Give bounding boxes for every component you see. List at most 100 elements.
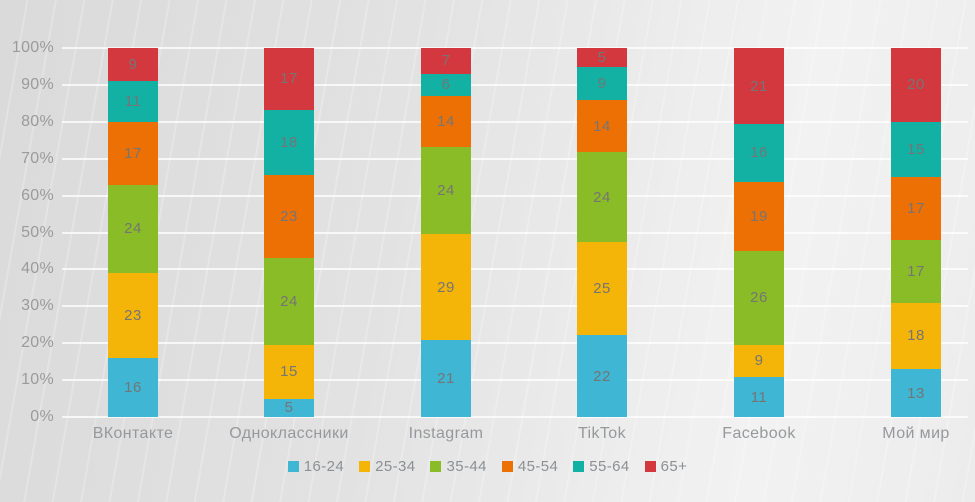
legend-label: 55-64 [589, 458, 630, 475]
bar-Одноклассники: 5 15 24 23 18 17 [264, 48, 314, 417]
segment-value-label: 5 [597, 48, 607, 66]
segment-value-label: 7 [441, 52, 451, 70]
y-tick-label-20%: 20% [21, 334, 54, 352]
segment-value-label: 11 [750, 388, 768, 406]
segment-Одноклассники-35-44: 24 [264, 257, 314, 345]
legend-label: 45-54 [517, 458, 559, 475]
legend-swatch-icon [501, 461, 513, 472]
segment-Одноклассники-65+: 17 [264, 48, 314, 110]
segment-ВКонтакте-55-64: 11 [108, 81, 158, 122]
segment-Instagram-35-44: 24 [421, 146, 471, 235]
segment-value-label: 17 [907, 262, 925, 280]
segment-ВКонтакте-65+: 9 [108, 48, 158, 82]
segment-ВКонтакте-25-34: 23 [108, 273, 158, 358]
y-tick-label-0%: 0% [30, 408, 54, 425]
segment-Instagram-25-34: 29 [421, 234, 471, 341]
segment-value-label: 16 [124, 378, 142, 396]
segment-Одноклассники-45-54: 23 [264, 174, 314, 258]
segment-Одноклассники-25-34: 15 [264, 344, 314, 399]
segment-Мой мир-25-34: 18 [891, 302, 941, 370]
legend-swatch-icon [573, 461, 585, 472]
segment-Instagram-55-64: 6 [421, 73, 471, 96]
segment-value-label: 9 [128, 56, 138, 74]
category-label-Instagram: Instagram [408, 425, 484, 442]
y-tick-label-90%: 90% [21, 75, 54, 93]
segment-value-label: 22 [593, 367, 611, 385]
legend-label: 65+ [660, 458, 688, 475]
legend-label: 35-44 [446, 458, 487, 475]
segment-ВКонтакте-45-54: 17 [108, 121, 158, 185]
segment-Instagram-45-54: 14 [421, 95, 471, 147]
category-label-TikTok: TikTok [577, 425, 627, 442]
segment-Мой мир-35-44: 17 [891, 239, 941, 303]
segment-Facebook-65+: 21 [734, 48, 784, 125]
segment-value-label: 6 [441, 76, 451, 94]
segment-TikTok-55-64: 9 [577, 66, 627, 101]
legend-item-55-64: 55-64 [573, 458, 629, 475]
gridline-70% [62, 157, 968, 160]
y-tick-label-70%: 70% [21, 149, 54, 167]
segment-value-label: 13 [907, 384, 925, 402]
segment-Мой мир-65+: 20 [891, 48, 941, 122]
legend-item-16-24: 16-24 [287, 458, 344, 475]
legend-item-45-54: 45-54 [501, 458, 559, 475]
legend-item-65+: 65+ [644, 458, 688, 475]
segment-value-label: 9 [754, 352, 764, 370]
segment-value-label: 17 [907, 200, 925, 218]
segment-value-label: 21 [750, 77, 768, 95]
segment-ВКонтакте-16-24: 16 [108, 357, 158, 417]
segment-value-label: 24 [280, 292, 298, 310]
gridline-40% [62, 268, 968, 271]
gridline-30% [62, 305, 968, 308]
y-tick-label-10%: 10% [21, 371, 54, 389]
legend-label: 25-34 [375, 458, 416, 475]
gridline-60% [62, 194, 968, 197]
segment-value-label: 17 [124, 144, 142, 162]
segment-Facebook-25-34: 9 [734, 344, 784, 378]
segment-value-label: 16 [750, 144, 768, 162]
legend-item-35-44: 35-44 [430, 458, 486, 475]
bar-Facebook: 11 9 26 19 16 21 [734, 48, 784, 417]
segment-Одноклассники-16-24: 5 [264, 398, 314, 417]
segment-Facebook-55-64: 16 [734, 124, 784, 182]
segment-value-label: 24 [437, 182, 455, 199]
legend-swatch-icon [287, 461, 299, 472]
bar-Instagram: 21 29 24 14 6 7 [421, 48, 471, 417]
segment-Facebook-35-44: 26 [734, 250, 784, 345]
gridline-50% [62, 231, 968, 234]
segment-value-label: 25 [593, 279, 611, 297]
category-label-Мой мир: Мой мир [882, 425, 950, 442]
segment-Facebook-16-24: 11 [734, 377, 784, 417]
gridline-80% [62, 120, 968, 123]
segment-value-label: 19 [750, 207, 768, 225]
y-tick-label-80%: 80% [21, 112, 54, 130]
segment-value-label: 5 [284, 399, 294, 417]
y-tick-label-40%: 40% [21, 260, 54, 278]
segment-value-label: 24 [593, 188, 611, 206]
legend-item-25-34: 25-34 [359, 458, 415, 475]
category-label-Facebook: Facebook [722, 425, 796, 442]
segment-value-label: 11 [124, 93, 142, 111]
segment-value-label: 18 [907, 327, 925, 345]
segment-Мой мир-55-64: 15 [891, 121, 941, 178]
gridline-10% [62, 379, 968, 382]
segment-value-label: 23 [280, 207, 298, 225]
segment-value-label: 29 [437, 278, 455, 296]
segment-value-label: 23 [124, 307, 142, 325]
segment-Facebook-45-54: 19 [734, 181, 784, 251]
segment-TikTok-25-34: 25 [577, 241, 627, 335]
y-tick-label-60%: 60% [21, 186, 54, 204]
bar-TikTok: 22 25 24 14 9 5 [577, 48, 627, 417]
gridline-100% [62, 47, 968, 49]
segment-value-label: 18 [280, 133, 298, 151]
legend: 16-24 25-34 35-44 45-54 55-64 65+ [0, 458, 975, 475]
legend-swatch-icon [430, 461, 442, 472]
category-label-ВКонтакте: ВКонтакте [92, 425, 174, 442]
segment-Instagram-65+: 7 [421, 48, 471, 74]
segment-value-label: 9 [597, 74, 607, 92]
segment-value-label: 14 [593, 117, 611, 135]
segment-TikTok-45-54: 14 [577, 100, 627, 153]
segment-value-label: 24 [124, 220, 142, 238]
segment-Instagram-16-24: 21 [421, 340, 471, 417]
